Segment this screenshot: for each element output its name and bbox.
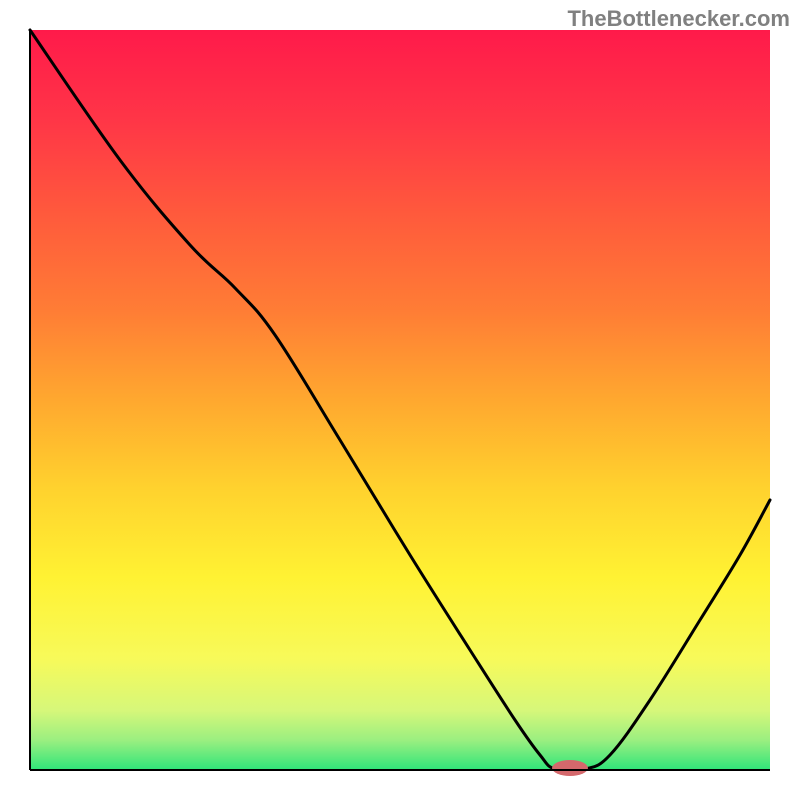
chart-svg	[0, 0, 800, 800]
bottleneck-chart	[0, 0, 800, 800]
watermark-text: TheBottlenecker.com	[567, 6, 790, 32]
gradient-background	[30, 30, 770, 770]
optimal-marker	[552, 760, 588, 776]
